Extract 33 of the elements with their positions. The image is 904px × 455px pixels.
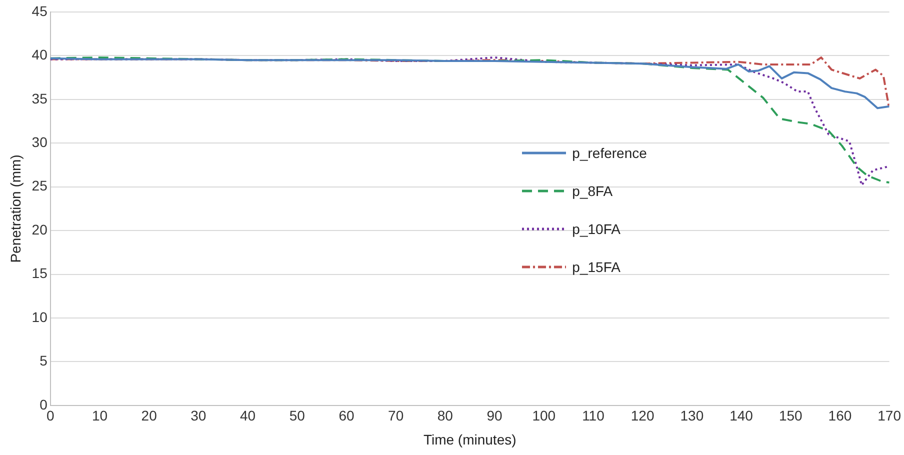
x-tick-label: 170 (878, 408, 902, 424)
y-tick-label: 10 (32, 308, 48, 325)
y-tick-label: 30 (32, 134, 48, 150)
x-tick-label: 50 (289, 408, 306, 424)
x-tick-label: 140 (730, 408, 754, 424)
y-tick-label: 35 (32, 90, 48, 106)
x-tick-label: 130 (680, 408, 704, 424)
x-tick-label: 90 (486, 408, 503, 424)
y-tick-label: 40 (32, 46, 48, 63)
x-tick-label: 110 (582, 408, 605, 424)
legend-label: p_reference (572, 145, 647, 161)
y-tick-label: 20 (32, 221, 48, 238)
x-tick-label: 10 (92, 408, 108, 424)
y-tick-label: 15 (32, 265, 48, 282)
x-tick-label: 40 (240, 408, 256, 424)
legend-label: p_8FA (572, 183, 613, 199)
x-tick-label: 160 (828, 408, 852, 424)
y-tick-label: 45 (32, 2, 48, 19)
x-tick-label: 120 (630, 408, 654, 424)
y-tick-label: 0 (40, 396, 48, 412)
x-axis-title: Time (minutes) (423, 431, 516, 448)
legend-label: p_10FA (572, 221, 620, 237)
x-tick-label: 70 (388, 408, 404, 424)
x-tick-label: 80 (437, 408, 454, 424)
x-tick-label: 30 (190, 408, 206, 424)
x-tick-label: 100 (532, 408, 556, 424)
y-tick-label: 5 (40, 352, 48, 369)
x-tick-label: 150 (778, 408, 803, 424)
x-tick-label: 60 (338, 408, 354, 424)
legend-label: p_15FA (572, 259, 620, 275)
y-tick-label: 25 (32, 178, 48, 194)
x-tick-label: 20 (141, 408, 158, 424)
y-axis-title: Penetration (mm) (7, 154, 24, 263)
